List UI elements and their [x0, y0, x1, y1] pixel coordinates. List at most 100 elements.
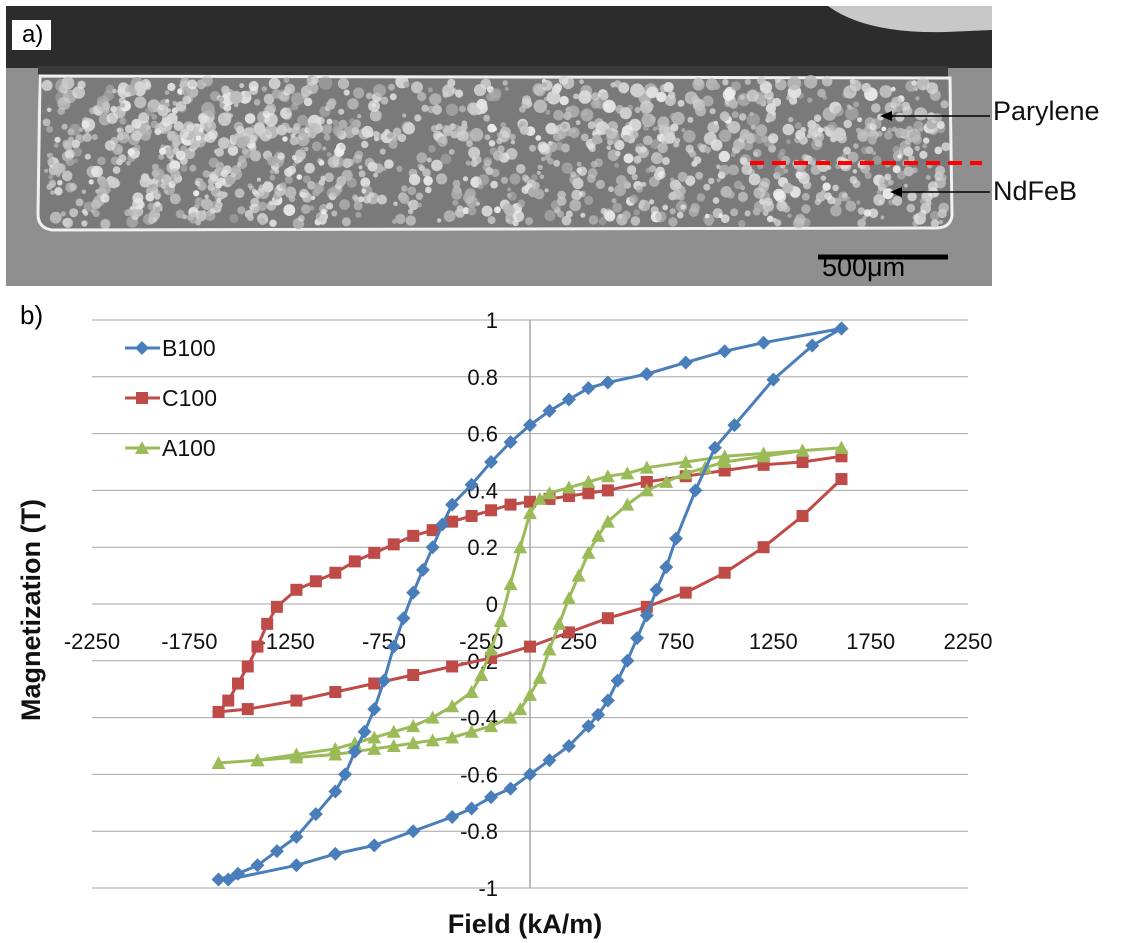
particle — [253, 99, 261, 106]
sem-image-panel: a) — [6, 6, 992, 286]
particle — [774, 190, 787, 203]
particle — [697, 143, 704, 149]
particle — [517, 199, 526, 208]
data-point — [289, 747, 304, 761]
particle — [561, 162, 573, 174]
particle — [801, 204, 811, 214]
particle — [284, 83, 296, 95]
particle — [576, 167, 582, 174]
data-point — [561, 739, 576, 753]
particle — [203, 120, 217, 133]
particle — [782, 123, 795, 136]
particle — [539, 174, 545, 180]
particle — [182, 214, 188, 220]
particle — [457, 130, 469, 142]
particle — [154, 193, 161, 200]
particle — [861, 82, 872, 93]
particle — [565, 210, 573, 218]
particle — [309, 123, 321, 135]
particle — [807, 126, 820, 139]
particle — [744, 210, 751, 217]
data-point — [328, 784, 343, 799]
particle — [902, 106, 913, 117]
particle — [611, 198, 617, 204]
data-point — [659, 474, 674, 488]
particle — [145, 192, 155, 202]
particle — [346, 158, 354, 167]
particle — [661, 157, 670, 165]
particle — [57, 180, 63, 186]
data-point — [591, 528, 606, 542]
particle — [856, 200, 861, 205]
particle — [573, 93, 579, 100]
chart-legend: B100 C100 A100 — [125, 335, 217, 461]
particle — [221, 85, 230, 95]
particle — [648, 103, 654, 109]
particle — [664, 94, 677, 106]
particle — [440, 153, 452, 165]
particle — [48, 174, 54, 180]
particle — [223, 103, 232, 112]
particle — [127, 148, 135, 156]
particle — [588, 215, 599, 225]
particle — [160, 183, 166, 189]
data-point — [513, 540, 528, 554]
data-point — [532, 670, 547, 684]
particle — [53, 143, 59, 148]
data-point — [308, 807, 323, 822]
particle — [422, 168, 431, 177]
data-point — [796, 456, 809, 468]
particle — [853, 143, 859, 149]
data-point — [620, 497, 635, 511]
particle — [437, 136, 448, 147]
particle — [500, 176, 509, 184]
particle — [380, 96, 389, 105]
particle — [544, 209, 556, 222]
data-point — [347, 744, 362, 759]
particle — [888, 179, 894, 186]
particle — [151, 169, 160, 178]
particle — [452, 199, 459, 206]
particle — [669, 208, 676, 215]
particle — [685, 175, 696, 186]
particle — [165, 98, 170, 104]
particle — [116, 132, 125, 141]
particle — [762, 200, 775, 212]
particle — [602, 99, 616, 113]
hysteresis-chart: 10.80.60.40.20-0.2-0.4-0.6-0.8-1-2250 -17… — [16, 308, 992, 939]
particle — [467, 206, 477, 216]
particle — [443, 210, 456, 223]
particle — [575, 120, 581, 125]
particle — [125, 128, 130, 133]
particle — [204, 131, 216, 143]
particle — [843, 146, 851, 155]
particle — [397, 133, 407, 143]
particle — [525, 217, 534, 226]
particle — [692, 78, 705, 91]
particle — [451, 188, 463, 200]
particle — [154, 201, 161, 207]
particle — [265, 128, 272, 136]
particle — [553, 83, 563, 92]
data-point — [610, 673, 625, 688]
particle — [547, 158, 554, 165]
particle — [216, 197, 222, 203]
data-point — [270, 600, 283, 613]
particle — [708, 177, 715, 185]
data-point — [600, 514, 615, 528]
data-point — [639, 366, 654, 381]
particle — [748, 173, 761, 186]
particle — [309, 205, 315, 211]
particle — [561, 123, 568, 130]
particle — [416, 152, 428, 164]
particle — [175, 150, 186, 161]
particle — [510, 140, 516, 145]
data-point — [328, 741, 343, 755]
particle — [876, 130, 883, 137]
particle — [198, 112, 210, 124]
particle — [484, 134, 491, 141]
particle — [587, 174, 596, 183]
particle — [731, 81, 741, 91]
particle — [445, 103, 459, 117]
particle — [261, 86, 268, 92]
